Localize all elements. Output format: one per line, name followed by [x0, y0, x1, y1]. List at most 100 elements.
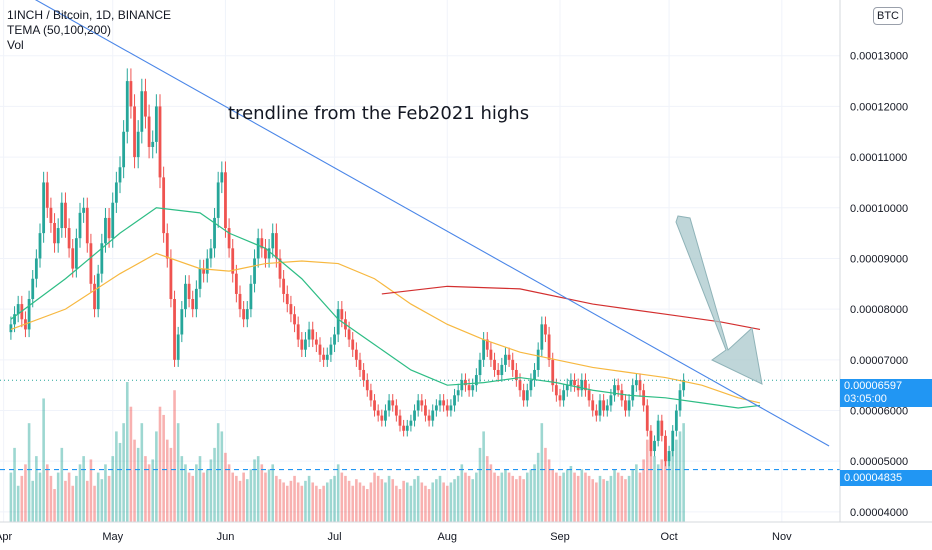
candle-body — [464, 380, 467, 386]
x-tick-label: Jul — [328, 531, 342, 543]
candle-body — [584, 380, 587, 391]
candle-body — [238, 293, 242, 310]
candle-body — [325, 354, 329, 360]
volume-bar — [96, 472, 100, 522]
volume-bar — [235, 475, 238, 522]
volume-bar — [336, 464, 340, 522]
volume-bar — [627, 475, 631, 522]
volume-bar — [85, 480, 89, 522]
volume-bar — [49, 475, 53, 522]
candle-body — [220, 172, 224, 183]
candle-body — [64, 202, 67, 229]
volume-bar — [620, 475, 624, 522]
y-tick-label: 0.00009000 — [850, 253, 908, 265]
volume-bar — [133, 439, 136, 522]
candle-body — [224, 172, 227, 229]
volume-bar — [42, 398, 45, 522]
volume-bar — [118, 442, 122, 522]
candle-body — [471, 385, 475, 391]
volume-bar — [413, 479, 416, 522]
volume-bar — [511, 475, 515, 522]
volume-bar — [198, 456, 202, 522]
indicator-lines — [10, 0, 830, 447]
volume-bar — [147, 464, 151, 522]
volume-bar — [78, 464, 82, 522]
volume-bar — [100, 479, 104, 522]
tema-indicator-label[interactable]: TEMA (50,100,200) — [7, 23, 112, 37]
candle-body — [340, 309, 344, 320]
volume-bar — [416, 475, 420, 522]
candle-body — [144, 91, 147, 117]
candle-body — [296, 324, 300, 340]
volume-bar — [565, 469, 569, 522]
volume-bar — [547, 459, 551, 522]
volume-bar — [598, 475, 602, 522]
volume-bar — [649, 447, 653, 522]
volume-bar — [249, 469, 253, 522]
candle-body — [154, 106, 158, 142]
candle-body — [60, 202, 64, 229]
volume-bar — [365, 489, 369, 522]
candle-body — [274, 233, 278, 259]
x-axis: Apr May Jun Jul Aug Sep Oct Nov — [0, 521, 932, 543]
volume-bar — [580, 469, 584, 522]
volume-bar — [569, 466, 573, 522]
candle-body — [293, 314, 296, 325]
volume-bar — [318, 489, 322, 522]
volume-bar — [45, 464, 49, 522]
volume-bar — [558, 475, 562, 522]
trendline-annotation: trendline from the Feb2021 highs — [228, 103, 530, 124]
volume-indicator-label[interactable]: Vol — [7, 38, 24, 52]
candle-body — [620, 390, 624, 401]
volume-bar — [104, 464, 107, 522]
volume-bar — [664, 442, 667, 522]
candle-body — [93, 283, 96, 310]
candle-body — [522, 390, 526, 401]
candle-body — [202, 268, 206, 274]
volume-bar — [82, 456, 85, 522]
candle-body — [493, 359, 496, 370]
volume-bar — [151, 459, 155, 522]
volume-bar — [293, 475, 296, 522]
volume-bar — [613, 469, 616, 522]
candle-body — [580, 380, 584, 391]
volume-bar — [638, 472, 642, 522]
volume-bar — [460, 464, 464, 522]
x-tick-label: May — [102, 531, 123, 543]
volume-bar — [242, 472, 245, 522]
currency-badge[interactable]: BTC — [873, 7, 903, 25]
candle-body — [660, 420, 664, 436]
candle-body — [311, 329, 315, 340]
volume-bar — [60, 447, 64, 522]
candle-body — [307, 329, 311, 340]
candle-body — [565, 385, 569, 391]
candle-body — [460, 380, 464, 391]
candle-body — [231, 248, 235, 274]
volume-bar — [355, 479, 358, 522]
volume-bar — [271, 464, 275, 522]
volume-bar — [9, 472, 13, 522]
candles — [9, 68, 686, 467]
candle-body — [384, 410, 387, 421]
candle-body — [671, 430, 675, 452]
candle-body — [49, 207, 53, 223]
volume-bar — [678, 431, 682, 522]
candle-body — [365, 380, 369, 391]
volume-bar — [602, 479, 605, 522]
volume-bar — [89, 459, 93, 522]
volume-bar — [576, 475, 580, 522]
volume-bar — [24, 464, 27, 522]
symbol-title[interactable]: 1INCH / Bitcoin, 1D, BINANCE — [7, 8, 172, 22]
volume-bar — [253, 459, 256, 522]
candle-body — [380, 415, 384, 421]
candle-body — [431, 410, 435, 421]
volume-bar — [71, 485, 75, 522]
candle-body — [78, 212, 82, 239]
candle-body — [409, 420, 413, 426]
candle-body — [176, 334, 180, 360]
volume-bar — [231, 472, 235, 522]
y-tick-label: 0.00013000 — [850, 51, 908, 63]
volume-bar — [165, 439, 169, 522]
arrow-drawing — [675, 215, 763, 385]
